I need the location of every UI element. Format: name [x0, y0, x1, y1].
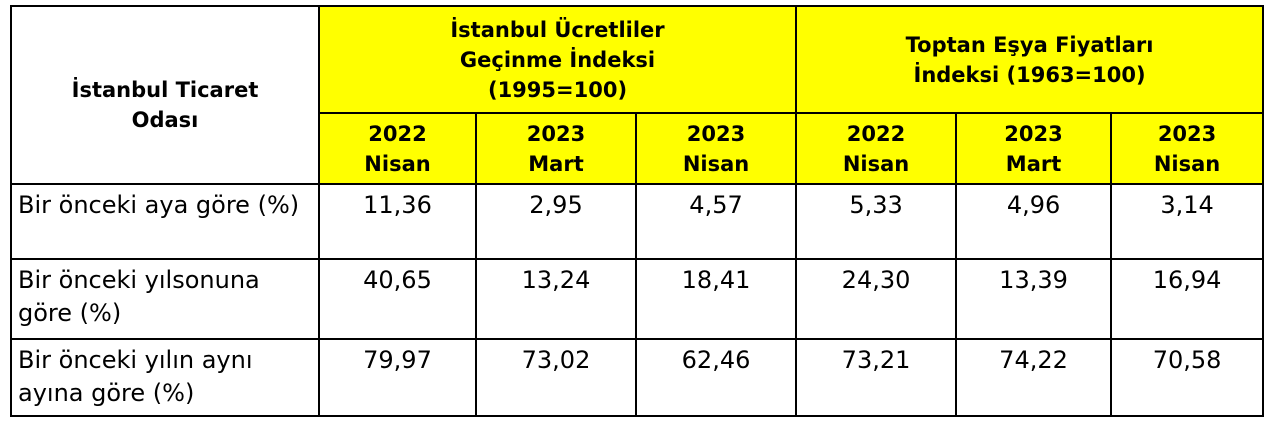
column-header: 2023 Mart [475, 112, 637, 185]
column-header: 2022 Nisan [318, 112, 477, 185]
value-cell: 3,14 [1110, 183, 1265, 260]
table-body: Bir önceki aya göre (%) 11,36 2,95 4,57 5,33… [10, 183, 1265, 417]
column-header-text: 2023 Nisan [682, 121, 750, 176]
column-header-text: 2022 Nisan [842, 121, 910, 176]
value-cell: 4,96 [955, 183, 1113, 260]
group-text: İstanbul Ücretliler Geçinme İndeksi (199… [450, 17, 665, 102]
value-cell: 4,57 [634, 183, 798, 260]
corner-cell: İstanbul Ticaret Odası [10, 5, 320, 185]
data-row: Bir önceki yılın aynı ayına göre (%) 79,9… [10, 338, 1265, 417]
value-cell: 2,95 [475, 183, 637, 260]
column-header: 2023 Nisan [634, 112, 798, 185]
column-header-text: 2023 Nisan [1153, 121, 1221, 176]
data-table: İstanbul Ticaret Odası İstanbul Ücretlil… [10, 5, 1265, 417]
column-header-text: 2023 Mart [1004, 121, 1063, 176]
value-cell: 73,02 [475, 338, 637, 417]
row-label: Bir önceki yılın aynı ayına göre (%) [10, 338, 320, 417]
data-row: Bir önceki yılsonuna göre (%) 40,65 13,24 1… [10, 258, 1265, 340]
column-header-text: 2023 Mart [526, 121, 586, 176]
column-header: 2023 Nisan [1110, 112, 1265, 185]
row-label: Bir önceki yılsonuna göre (%) [10, 258, 320, 340]
value-cell: 5,33 [795, 183, 958, 260]
column-header-row: 2022 Nisan 2023 Mart 2023 Nisan 2022 Nisan 2… [11, 112, 1265, 185]
value-cell: 73,21 [795, 338, 958, 417]
column-header-text: 2022 Nisan [364, 121, 431, 176]
value-cell: 62,46 [634, 338, 798, 417]
data-row: Bir önceki aya göre (%) 11,36 2,95 4,57 5,33… [10, 183, 1265, 260]
group-text: Toptan Eşya Fiyatları İndeksi (1963=100) [905, 32, 1154, 87]
column-header: 2022 Nisan [795, 112, 958, 185]
value-cell: 11,36 [318, 183, 477, 260]
value-cell: 40,65 [318, 258, 477, 340]
value-cell: 16,94 [1110, 258, 1265, 340]
value-cell: 13,24 [475, 258, 637, 340]
value-cell: 13,39 [955, 258, 1113, 340]
value-cell: 18,41 [634, 258, 798, 340]
row-label: Bir önceki aya göre (%) [10, 183, 320, 260]
value-cell: 79,97 [318, 338, 477, 417]
group-header: İstanbul Ücretliler Geçinme İndeksi (199… [317, 5, 798, 114]
value-cell: 74,22 [955, 338, 1113, 417]
value-cell: 24,30 [795, 258, 958, 340]
group-header: Toptan Eşya Fiyatları İndeksi (1963=100) [795, 5, 1265, 114]
header-row: İstanbul Ticaret Odası İstanbul Ücretlil… [10, 5, 1265, 185]
column-header: 2023 Mart [955, 112, 1113, 185]
corner-text: İstanbul Ticaret Odası [71, 78, 259, 132]
value-cell: 70,58 [1110, 338, 1265, 417]
